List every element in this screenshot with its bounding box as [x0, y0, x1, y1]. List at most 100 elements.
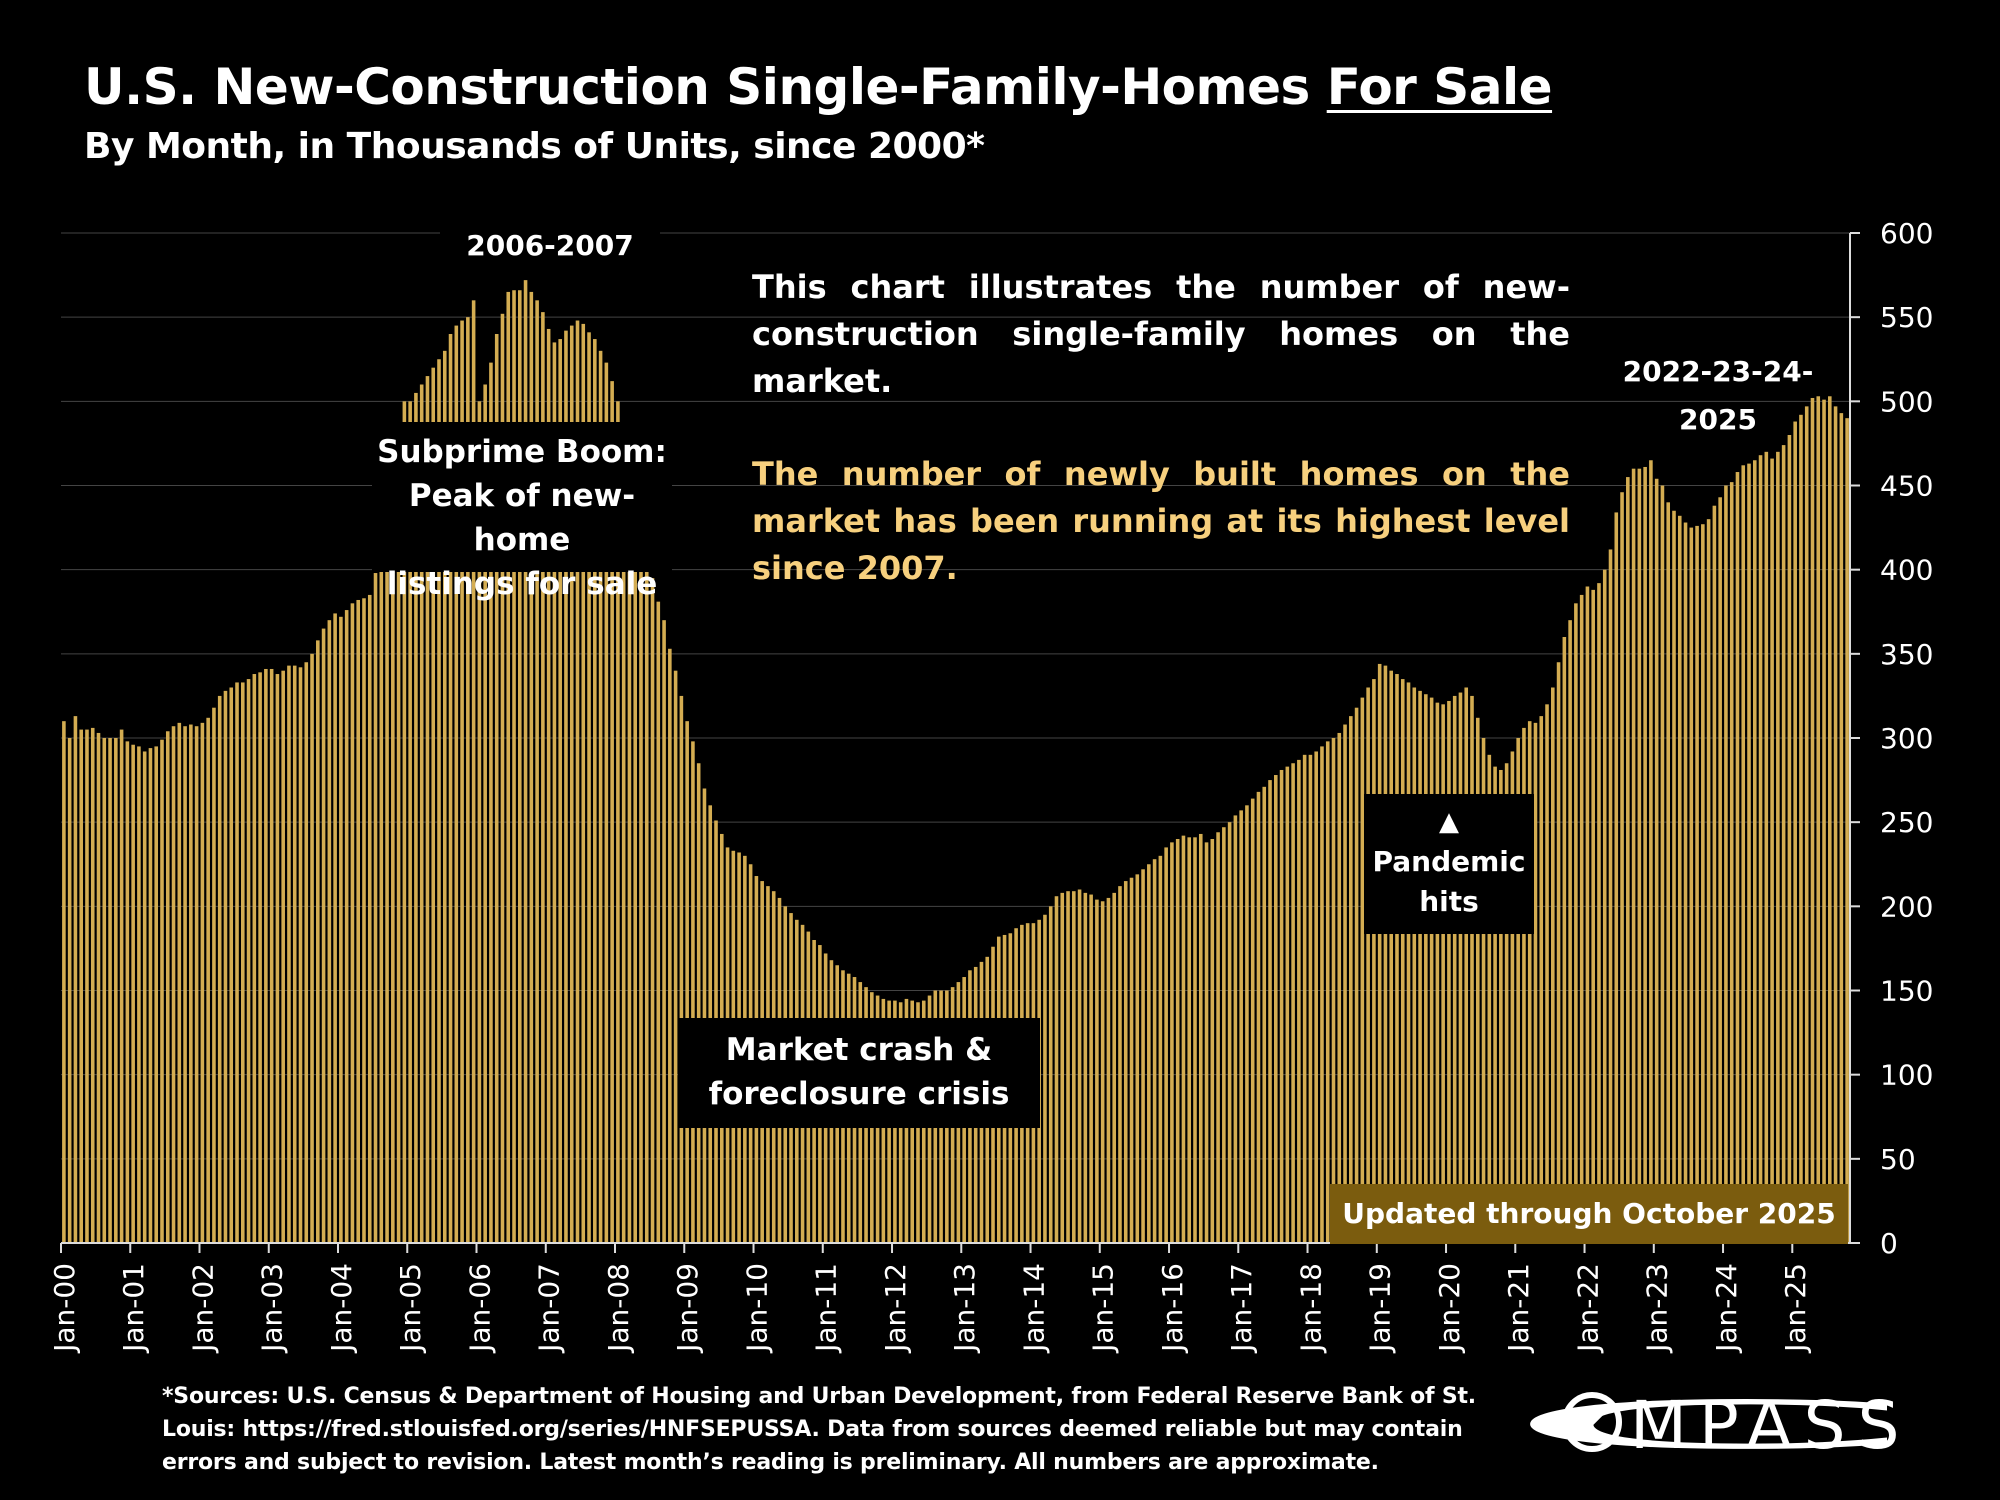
bar	[1164, 847, 1168, 1243]
x-tick-label: Jan-25	[1779, 1263, 1812, 1354]
bar	[1129, 877, 1134, 1243]
bar	[119, 729, 124, 1243]
bar	[1366, 687, 1370, 1243]
bar	[644, 569, 649, 1243]
recent-label-box: 2022-23-24-2025	[1588, 348, 1848, 436]
bar	[546, 328, 551, 1243]
pandemic-line-1: Pandemic	[1372, 845, 1526, 878]
bar	[1118, 886, 1122, 1243]
bar	[1256, 791, 1261, 1243]
info-text-block: This chart illustrates the number of new…	[752, 264, 1570, 592]
bar	[662, 620, 666, 1243]
bar	[246, 679, 251, 1243]
bar	[460, 320, 464, 1243]
title-underlined: For Sale	[1326, 58, 1553, 116]
bar	[131, 744, 135, 1243]
bar	[1822, 399, 1826, 1243]
bar	[1793, 421, 1797, 1243]
boom-line-1: Subprime Boom:	[377, 434, 667, 470]
bar	[1816, 396, 1821, 1243]
x-tick-label: Jan-08	[602, 1263, 635, 1354]
bar	[1695, 525, 1699, 1243]
x-tick-label: Jan-13	[948, 1263, 981, 1354]
bar	[1222, 827, 1226, 1243]
bar	[385, 502, 389, 1244]
bar	[558, 339, 562, 1243]
bar	[183, 726, 187, 1243]
bar	[189, 724, 193, 1243]
bar	[258, 672, 262, 1243]
x-tick-label: Jan-02	[186, 1263, 219, 1354]
subprime-boom-box: Subprime Boom: Peak of new-home listings…	[372, 422, 672, 602]
bar	[1706, 519, 1711, 1243]
bar	[529, 291, 534, 1243]
bar	[604, 362, 609, 1243]
bar	[1504, 763, 1509, 1243]
x-tick-label: Jan-04	[325, 1263, 358, 1354]
bar	[1683, 522, 1688, 1243]
bar	[512, 290, 516, 1244]
x-tick-label: Jan-11	[810, 1263, 843, 1354]
y-tick-label: 50	[1880, 1143, 1916, 1176]
bar	[587, 332, 591, 1243]
bar	[171, 726, 176, 1243]
y-tick-label: 250	[1880, 806, 1933, 839]
x-tick-label: Jan-05	[394, 1263, 427, 1354]
bar	[379, 536, 384, 1243]
bar	[1077, 889, 1082, 1243]
svg-text:MPASS: MPASS	[1630, 1387, 1911, 1456]
bar	[1233, 815, 1238, 1243]
bar	[350, 603, 355, 1243]
footnote-line-3: errors and subject to revision. Latest m…	[162, 1450, 1379, 1475]
bar	[1724, 485, 1728, 1243]
y-tick-label: 600	[1880, 217, 1933, 250]
bar	[1187, 837, 1192, 1243]
bar	[414, 392, 418, 1243]
bar	[1123, 881, 1128, 1243]
bar	[114, 738, 118, 1243]
bar	[1100, 901, 1105, 1243]
bar	[1389, 670, 1393, 1243]
bar	[466, 317, 470, 1243]
bar	[1043, 914, 1047, 1243]
x-tick-label: Jan-17	[1225, 1263, 1258, 1354]
bar	[1274, 775, 1278, 1243]
bar	[1493, 766, 1497, 1243]
bar	[206, 717, 210, 1243]
bar	[1331, 738, 1336, 1243]
bar	[362, 598, 366, 1243]
bar	[1418, 690, 1422, 1243]
bar	[154, 746, 159, 1243]
crash-line-2: foreclosure crisis	[708, 1076, 1010, 1112]
bar	[1839, 413, 1844, 1243]
bar	[287, 665, 291, 1243]
bar	[373, 573, 378, 1243]
bar	[610, 381, 614, 1243]
x-tick-label: Jan-01	[117, 1263, 150, 1354]
bar	[1458, 692, 1463, 1243]
x-tick-label: Jan-19	[1364, 1263, 1397, 1354]
bar	[1551, 687, 1555, 1243]
bar	[1245, 805, 1249, 1243]
bar	[442, 350, 447, 1244]
bar	[1654, 478, 1659, 1243]
bar	[96, 732, 101, 1243]
bar	[212, 707, 216, 1243]
bar	[316, 640, 320, 1243]
bar	[1377, 663, 1382, 1243]
bar	[1279, 769, 1284, 1243]
title-main: U.S. New-Construction Single-Family-Home…	[84, 58, 1327, 116]
bar	[696, 763, 701, 1243]
bar	[85, 729, 89, 1243]
x-tick-label: Jan-20	[1433, 1263, 1466, 1354]
bar	[252, 674, 257, 1243]
footnote-line-2: Louis: https://fred.stlouisfed.org/serie…	[162, 1417, 1463, 1442]
bar	[1343, 724, 1347, 1243]
bar	[275, 674, 280, 1243]
bar	[1395, 674, 1399, 1243]
y-tick-label: 400	[1880, 554, 1933, 587]
bar	[691, 741, 695, 1243]
bar	[408, 401, 412, 1244]
x-tick-label: Jan-18	[1294, 1263, 1327, 1354]
